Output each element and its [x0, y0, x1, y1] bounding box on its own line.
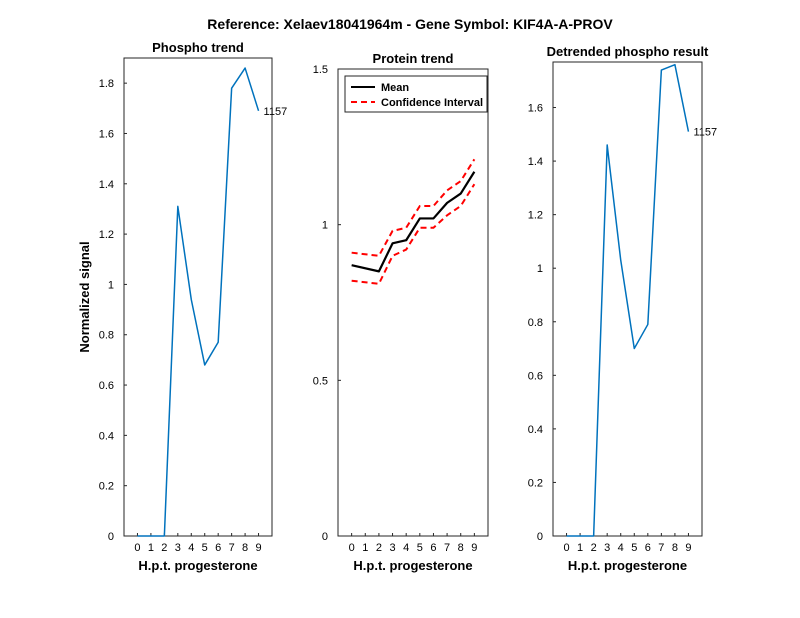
x-tick-label: 4 [403, 542, 409, 554]
x-axis-label: H.p.t. progesterone [568, 558, 687, 573]
legend-label: Mean [381, 82, 409, 94]
y-tick-label: 1 [537, 263, 543, 275]
x-tick-label: 5 [202, 542, 208, 554]
x-tick-label: 8 [672, 542, 678, 554]
y-tick-label: 1.4 [528, 156, 543, 168]
x-tick-label: 1 [577, 542, 583, 554]
y-tick-label: 0.6 [528, 370, 543, 382]
x-tick-label: 5 [417, 542, 423, 554]
y-tick-label: 0.2 [528, 477, 543, 489]
panel-title: Detrended phospho result [547, 44, 709, 59]
x-tick-label: 2 [376, 542, 382, 554]
y-tick-label: 1.6 [528, 103, 543, 115]
y-tick-label: 0 [537, 531, 543, 543]
x-tick-label: 6 [215, 542, 221, 554]
y-tick-label: 0.5 [313, 375, 328, 387]
y-tick-label: 1.5 [313, 64, 328, 76]
y-tick-label: 1.2 [99, 229, 114, 241]
x-tick-label: 0 [563, 542, 569, 554]
data-annotation: 1157 [264, 106, 288, 118]
x-tick-label: 8 [458, 542, 464, 554]
x-tick-label: 9 [471, 542, 477, 554]
legend-box [344, 75, 488, 113]
series-line [351, 183, 476, 285]
x-tick-label: 1 [148, 542, 154, 554]
data-annotation: 1157 [693, 127, 717, 139]
x-tick-label: 0 [134, 542, 140, 554]
series-line [566, 63, 690, 537]
y-tick-label: 1.2 [528, 210, 543, 222]
y-axis-label: Normalized signal [77, 241, 92, 352]
x-tick-label: 9 [255, 542, 261, 554]
y-tick-label: 1.8 [99, 78, 114, 90]
y-tick-label: 0.8 [99, 330, 114, 342]
x-tick-label: 2 [161, 542, 167, 554]
x-tick-label: 0 [349, 542, 355, 554]
x-tick-label: 7 [229, 542, 235, 554]
y-tick-label: 1.6 [99, 128, 114, 140]
legend-label: Confidence Interval [381, 97, 483, 109]
x-tick-label: 8 [242, 542, 248, 554]
x-tick-label: 3 [389, 542, 395, 554]
x-tick-label: 6 [430, 542, 436, 554]
x-tick-label: 1 [362, 542, 368, 554]
axes-box [123, 57, 273, 537]
x-tick-label: 3 [604, 542, 610, 554]
axes-box [552, 61, 703, 537]
figure-title: Reference: Xelaev18041964m - Gene Symbol… [207, 16, 613, 32]
y-tick-label: 0 [108, 531, 114, 543]
x-tick-label: 5 [631, 542, 637, 554]
axes-box [337, 68, 489, 537]
y-tick-label: 1 [108, 279, 114, 291]
x-tick-label: 4 [618, 542, 624, 554]
panel-title: Protein trend [373, 51, 454, 66]
series-line [137, 67, 260, 537]
series-line [351, 171, 476, 273]
x-tick-label: 6 [645, 542, 651, 554]
panel-title: Phospho trend [152, 40, 244, 55]
x-tick-label: 3 [175, 542, 181, 554]
x-tick-label: 7 [658, 542, 664, 554]
y-tick-label: 0.8 [528, 317, 543, 329]
y-tick-label: 0.6 [99, 380, 114, 392]
y-tick-label: 0.2 [99, 481, 114, 493]
x-axis-label: H.p.t. progesterone [138, 558, 257, 573]
series-line [351, 158, 476, 257]
x-tick-label: 7 [444, 542, 450, 554]
x-tick-label: 2 [591, 542, 597, 554]
y-tick-label: 0.4 [99, 430, 114, 442]
y-tick-label: 0 [322, 531, 328, 543]
y-tick-label: 1 [322, 220, 328, 232]
y-tick-label: 1.4 [99, 179, 114, 191]
x-tick-label: 4 [188, 542, 194, 554]
legend: Mean Confidence Interval [344, 75, 488, 113]
x-axis-label: H.p.t. progesterone [353, 558, 472, 573]
x-tick-label: 9 [685, 542, 691, 554]
y-tick-label: 0.4 [528, 424, 543, 436]
